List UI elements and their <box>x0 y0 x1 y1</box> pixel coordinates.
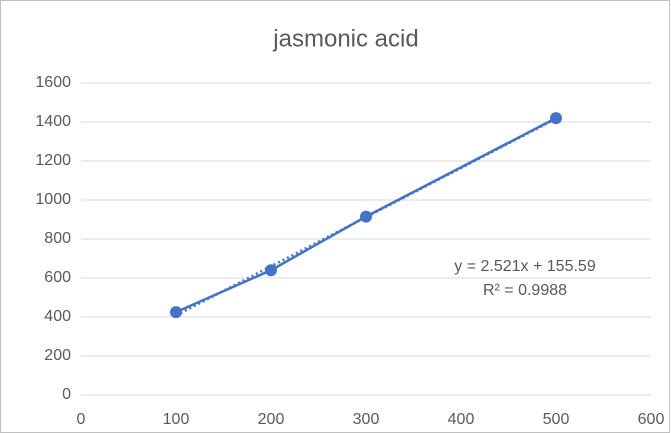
y-tick-label: 1400 <box>35 113 71 130</box>
x-tick-label: 300 <box>353 411 380 428</box>
y-tick-label: 600 <box>44 269 71 286</box>
x-tick-label: 400 <box>448 411 475 428</box>
trendline-r-squared: R² = 0.9988 <box>483 282 567 299</box>
data-point <box>360 210 372 223</box>
y-tick-label: 1600 <box>35 74 71 91</box>
chart-title: jasmonic acid <box>272 25 418 52</box>
y-tick-label: 800 <box>44 230 71 247</box>
series-line <box>175 116 557 314</box>
y-tick-label: 1000 <box>35 191 71 208</box>
x-tick-label: 100 <box>163 411 190 428</box>
y-tick-label: 200 <box>44 347 71 364</box>
x-tick-label: 0 <box>77 411 86 428</box>
y-tick-label: 1200 <box>35 152 71 169</box>
trendline-equation: y = 2.521x + 155.59 <box>454 258 596 275</box>
x-tick-label: 500 <box>543 411 570 428</box>
x-tick-label: 600 <box>638 411 665 428</box>
data-point <box>170 306 182 319</box>
y-tick-label: 400 <box>44 308 71 325</box>
data-point <box>550 112 562 125</box>
y-tick-label: 0 <box>62 386 71 403</box>
x-tick-label: 200 <box>258 411 285 428</box>
data-point <box>265 264 277 277</box>
